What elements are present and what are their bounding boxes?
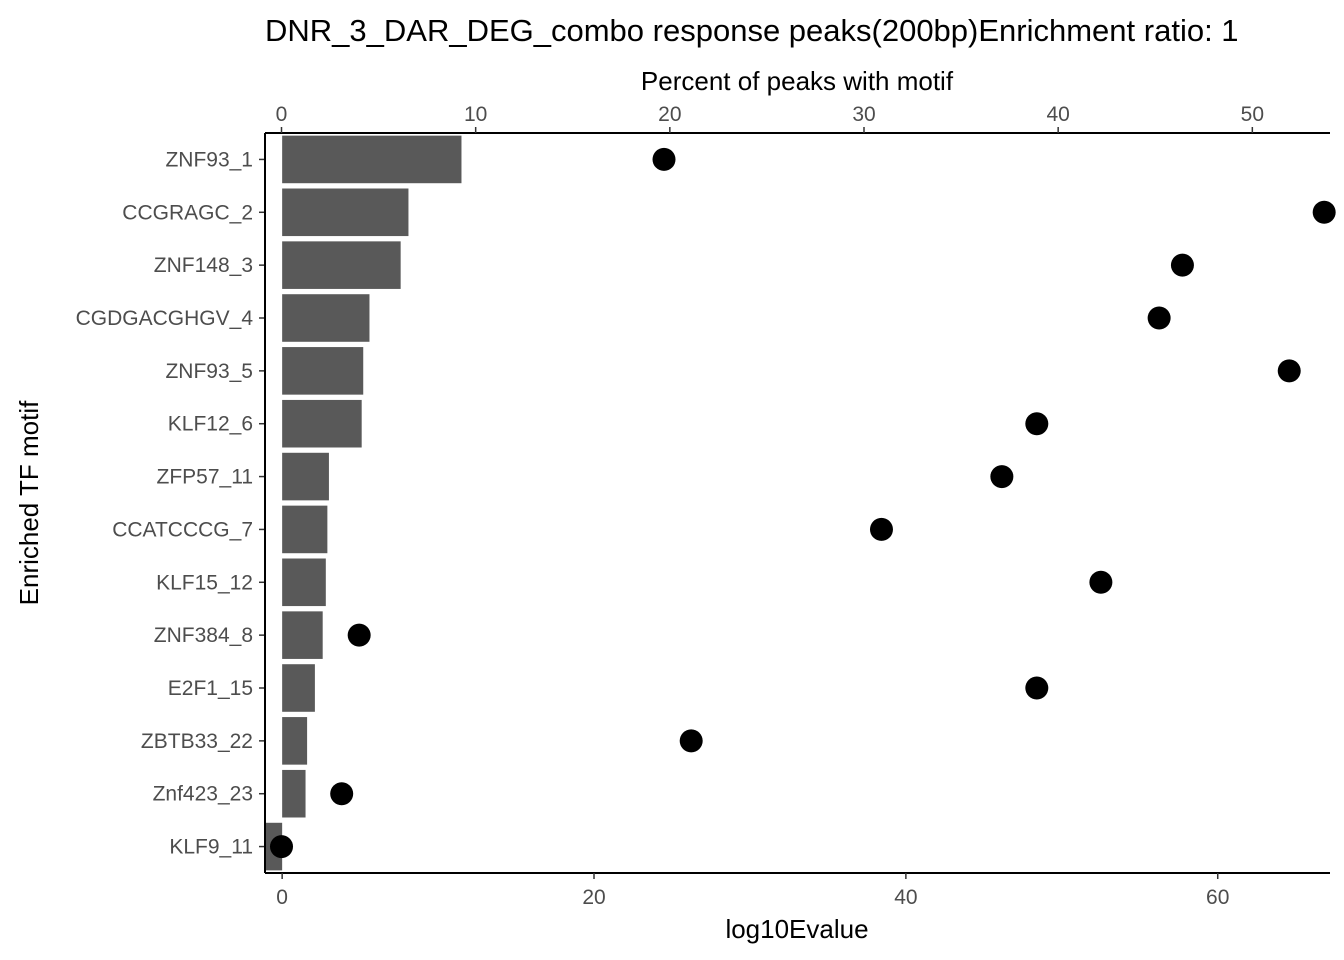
top-tick-label: 50: [1241, 103, 1264, 126]
y-tick-label: E2F1_15: [168, 677, 253, 700]
top-axis-title: Percent of peaks with motif: [641, 66, 954, 96]
data-point: [330, 782, 354, 806]
bar: [282, 135, 462, 184]
bar: [282, 452, 329, 501]
bottom-tick-label: 40: [894, 886, 917, 909]
bar: [282, 347, 364, 395]
data-point: [1089, 570, 1113, 594]
bottom-axis-title: log10Evalue: [725, 914, 868, 944]
top-tick-label: 10: [464, 103, 487, 126]
data-point: [1312, 200, 1336, 224]
bar: [282, 558, 326, 607]
data-point: [679, 729, 703, 753]
y-tick-label: ZBTB33_22: [141, 730, 253, 753]
y-axis-title: Enriched TF motif: [14, 400, 44, 605]
bar: [282, 769, 306, 818]
data-point: [347, 623, 371, 647]
y-tick-label: KLF9_11: [169, 836, 253, 859]
bar: [282, 294, 370, 342]
data-point: [1170, 253, 1194, 277]
bar: [282, 505, 328, 554]
bottom-tick-label: 20: [582, 886, 605, 909]
top-tick-label: 30: [852, 103, 875, 126]
data-point: [1025, 676, 1049, 700]
top-tick-label: 40: [1046, 103, 1069, 126]
y-tick-label: ZFP57_11: [157, 466, 254, 489]
points-layer: [270, 147, 1336, 859]
bar: [282, 399, 362, 448]
y-tick-label: CGDGACGHGV_4: [76, 307, 254, 330]
top-tick-label: 20: [658, 103, 681, 126]
bar: [282, 241, 401, 289]
bottom-tick-label: 60: [1206, 886, 1229, 909]
data-point: [1147, 306, 1171, 330]
bar: [282, 664, 315, 712]
data-point: [652, 147, 676, 171]
data-point: [1277, 359, 1301, 383]
y-tick-label: CCATCCCG_7: [112, 518, 253, 541]
y-tick-label: ZNF384_8: [154, 624, 253, 647]
y-tick-label: CCGRAGC_2: [122, 201, 253, 224]
y-tick-label: KLF12_6: [168, 413, 253, 436]
bars-layer: [265, 135, 462, 871]
bar: [282, 188, 409, 237]
data-point: [990, 465, 1014, 489]
chart-title: DNR_3_DAR_DEG_combo response peaks(200bp…: [265, 13, 1239, 48]
y-tick-label: ZNF148_3: [154, 254, 253, 277]
data-point: [869, 517, 893, 541]
bottom-tick-label: 0: [276, 886, 288, 909]
top-tick-label: 0: [276, 103, 288, 126]
data-point: [270, 835, 294, 859]
bar: [282, 717, 308, 765]
y-tick-label: ZNF93_1: [165, 148, 253, 171]
bar: [282, 611, 323, 659]
y-tick-label: KLF15_12: [156, 571, 253, 594]
y-tick-label: ZNF93_5: [165, 360, 253, 383]
data-point: [1025, 412, 1049, 436]
y-tick-label: Znf423_23: [153, 783, 253, 806]
axes-layer: ZNF93_1 CCGRAGC_2 ZNF148_3 CGDGACGHGV_4 ZNF9…: [76, 103, 1330, 909]
